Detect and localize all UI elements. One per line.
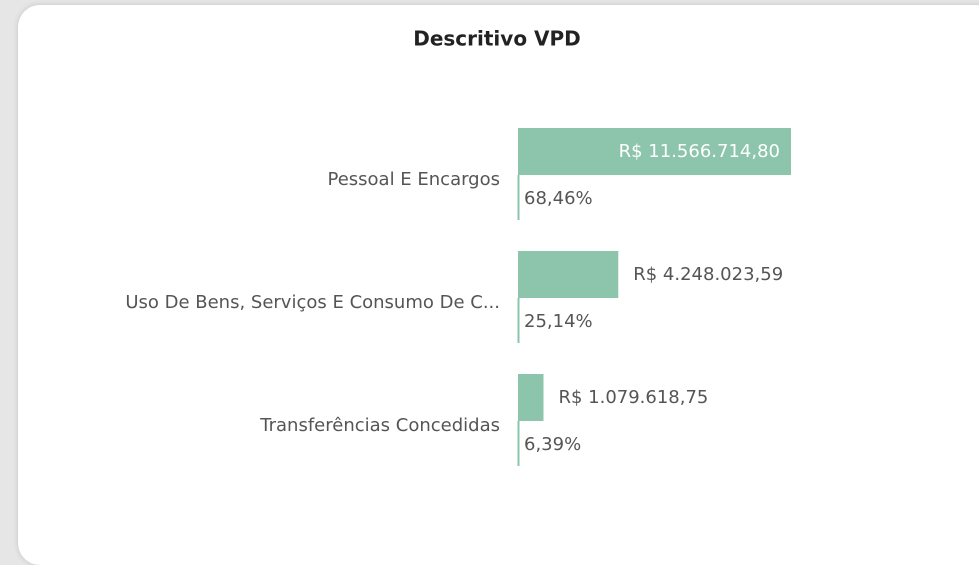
chart-title: Descritivo VPD bbox=[413, 27, 581, 51]
bar bbox=[518, 374, 544, 421]
percent-label: 68,46% bbox=[524, 188, 593, 209]
chart: Descritivo VPD Pessoal E Encargos R$ 11.5… bbox=[125, 27, 791, 466]
percent-label: 6,39% bbox=[524, 434, 581, 455]
page: Descritivo VPD Pessoal E Encargos R$ 11.5… bbox=[18, 5, 979, 565]
value-label: R$ 4.248.023,59 bbox=[633, 264, 783, 285]
value-label: R$ 1.079.618,75 bbox=[558, 387, 708, 408]
value-label: R$ 11.566.714,80 bbox=[619, 141, 780, 162]
category-label: Uso De Bens, Serviços E Consumo De C... bbox=[125, 292, 500, 313]
bar bbox=[518, 251, 619, 298]
percent-label: 25,14% bbox=[524, 311, 593, 332]
card bbox=[18, 5, 979, 565]
bar bbox=[518, 128, 791, 175]
category-label: Pessoal E Encargos bbox=[327, 169, 500, 190]
category-label: Transferências Concedidas bbox=[259, 415, 500, 436]
